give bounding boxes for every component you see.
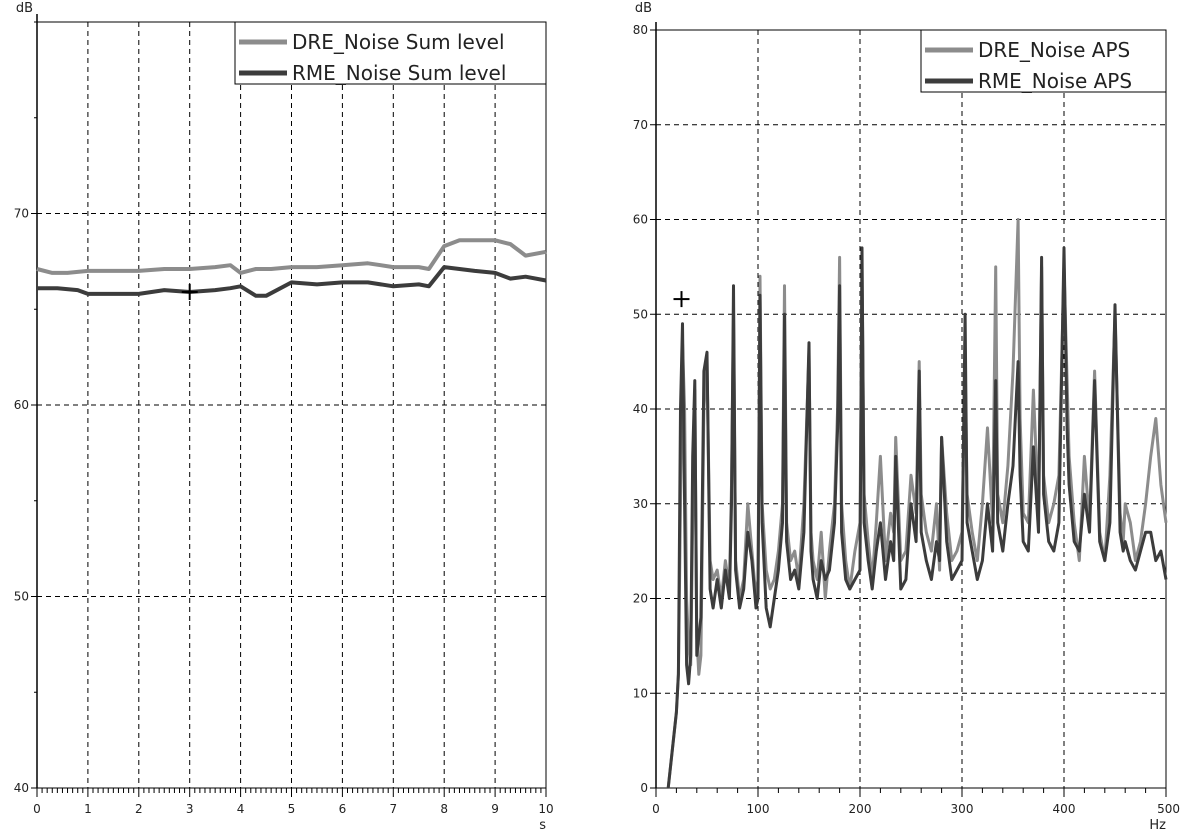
chart-2: 0 100 200 300 400 500 0 10 20 30 40 50 60 70 80 dB Hz DRE… [633, 1, 1180, 832]
y-tick-label: 10 [633, 686, 648, 700]
x-tick-label: 0 [33, 802, 41, 816]
x-tick-label: 3 [186, 802, 194, 816]
chart-1: 0 1 2 3 4 5 6 7 8 9 10 40 50 60 70 dB s DRE_Noise Sum lev… [14, 1, 554, 832]
y-tick-label: 50 [14, 590, 29, 604]
series-line-dre [36, 238, 547, 275]
legend-label: DRE_Noise Sum level [292, 30, 505, 54]
x-tick-label: 6 [339, 802, 347, 816]
y-tick-label: 50 [633, 307, 648, 321]
y-tick-label: 80 [633, 23, 648, 37]
y-tick-label: 70 [633, 118, 648, 132]
y-unit-label: dB [16, 1, 33, 16]
legend-label: RME_Noise Sum level [292, 61, 506, 85]
x-unit-label: Hz [1149, 818, 1166, 832]
x-tick-label: 8 [440, 802, 448, 816]
legend-label: RME_Noise APS [978, 69, 1132, 93]
x-unit-label: s [539, 818, 546, 832]
x-tick-label: 5 [288, 802, 296, 816]
x-tick-label: 500 [1157, 802, 1180, 816]
y-tick-label: 60 [633, 213, 648, 227]
x-tick-label: 1 [84, 802, 92, 816]
y-tick-label: 40 [633, 402, 648, 416]
x-tick-label: 200 [849, 802, 872, 816]
x-tick-label: 300 [951, 802, 974, 816]
series-line-rme [37, 265, 547, 298]
x-tick-label: 100 [747, 802, 770, 816]
y-unit-label: dB [635, 1, 652, 16]
x-tick-label: 4 [237, 802, 245, 816]
y-tick-label: 70 [14, 207, 29, 221]
legend-label: DRE_Noise APS [978, 38, 1130, 62]
x-tick-label: 7 [389, 802, 397, 816]
x-tick-label: 400 [1053, 802, 1076, 816]
y-tick-label: 0 [640, 781, 648, 795]
x-tick-label: 0 [652, 802, 660, 816]
x-tick-label: 10 [538, 802, 553, 816]
series-line-rme [666, 246, 1168, 789]
y-tick-label: 60 [14, 398, 29, 412]
y-tick-label: 40 [14, 781, 29, 795]
x-tick-label: 2 [135, 802, 143, 816]
y-tick-label: 20 [633, 592, 648, 606]
y-tick-label: 30 [633, 497, 648, 511]
x-tick-label: 9 [491, 802, 499, 816]
